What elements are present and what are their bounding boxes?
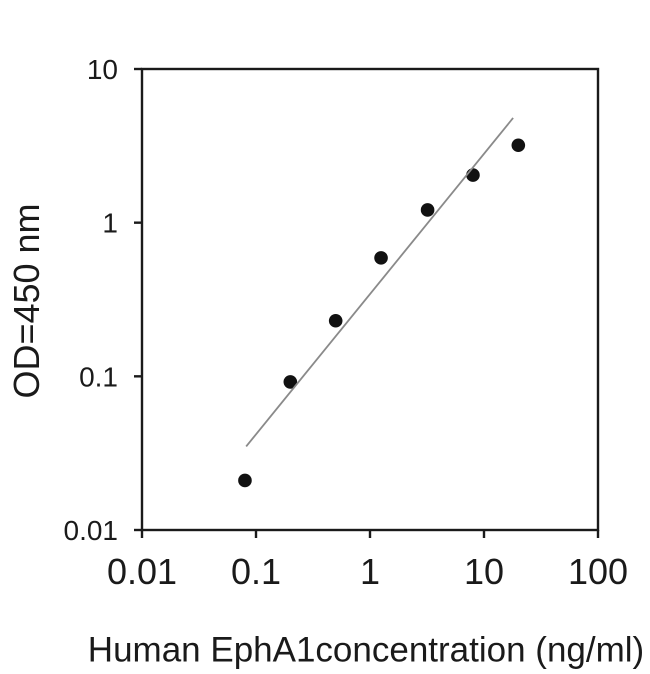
y-tick-label: 0.01 xyxy=(64,515,119,546)
x-tick-label: 0.01 xyxy=(107,551,177,592)
data-point xyxy=(511,138,526,153)
data-point xyxy=(283,375,298,389)
data-point xyxy=(328,313,343,328)
x-tick-label: 10 xyxy=(464,551,504,592)
x-axis-title: Human EphA1concentration (ng/ml) xyxy=(87,630,645,670)
x-tick-label: 100 xyxy=(568,551,628,592)
y-tick-label: 1 xyxy=(102,208,118,239)
data-point xyxy=(374,251,388,265)
data-point xyxy=(238,473,252,488)
data-point xyxy=(420,203,435,217)
plot-border xyxy=(140,67,600,532)
x-tick-label: 0.1 xyxy=(231,551,281,592)
y-tick-label: 0.1 xyxy=(79,361,118,392)
data-point xyxy=(466,168,480,182)
x-tick-label: 1 xyxy=(360,551,380,592)
fit-line xyxy=(245,117,514,447)
y-tick-label: 10 xyxy=(87,54,118,85)
